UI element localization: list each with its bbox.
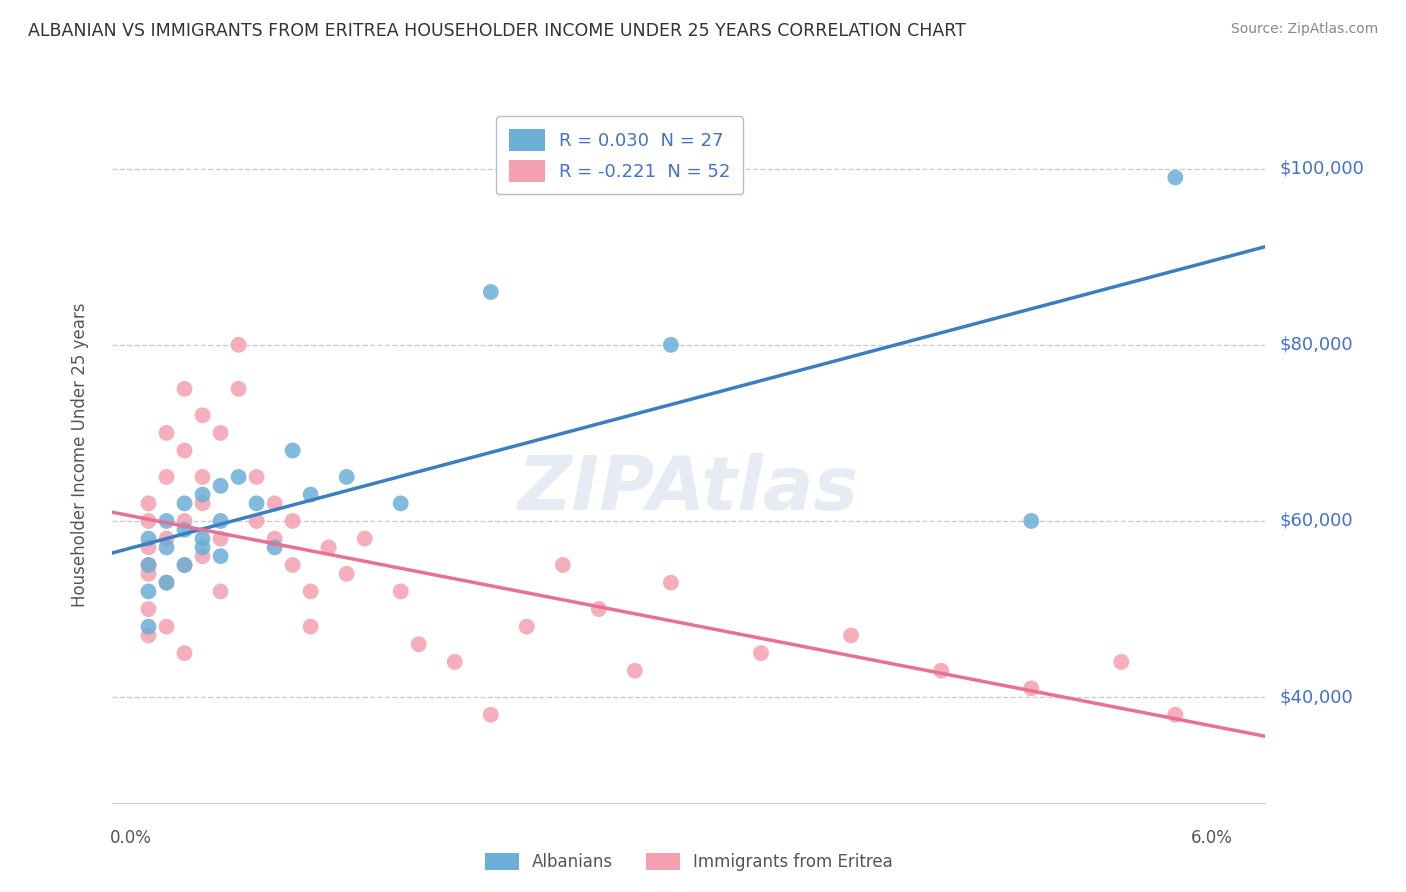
- Point: [389, 496, 412, 510]
- Point: [749, 646, 772, 660]
- Text: $60,000: $60,000: [1279, 512, 1353, 530]
- Point: [191, 409, 214, 423]
- Point: [138, 532, 160, 546]
- Point: [155, 532, 177, 546]
- Point: [263, 496, 285, 510]
- Point: [209, 532, 232, 546]
- Point: [191, 549, 214, 564]
- Point: [138, 602, 160, 616]
- Point: [191, 487, 214, 501]
- Point: [155, 514, 177, 528]
- Point: [155, 470, 177, 484]
- Point: [191, 532, 214, 546]
- Point: [839, 628, 862, 642]
- Point: [138, 558, 160, 572]
- Text: 0.0%: 0.0%: [110, 830, 152, 847]
- Point: [209, 584, 232, 599]
- Text: ALBANIAN VS IMMIGRANTS FROM ERITREA HOUSEHOLDER INCOME UNDER 25 YEARS CORRELATIO: ALBANIAN VS IMMIGRANTS FROM ERITREA HOUS…: [28, 22, 966, 40]
- Point: [389, 584, 412, 599]
- Point: [155, 575, 177, 590]
- Point: [138, 584, 160, 599]
- Point: [209, 549, 232, 564]
- Legend: Albanians, Immigrants from Eritrea: Albanians, Immigrants from Eritrea: [478, 847, 900, 878]
- Point: [1164, 707, 1187, 722]
- Point: [245, 496, 267, 510]
- Point: [263, 541, 285, 555]
- Point: [191, 470, 214, 484]
- Text: $80,000: $80,000: [1279, 335, 1353, 354]
- Point: [299, 620, 322, 634]
- Text: Source: ZipAtlas.com: Source: ZipAtlas.com: [1230, 22, 1378, 37]
- Point: [173, 382, 195, 396]
- Point: [173, 514, 195, 528]
- Point: [408, 637, 430, 651]
- Point: [1164, 170, 1187, 185]
- Point: [659, 338, 682, 352]
- Point: [155, 575, 177, 590]
- Point: [155, 541, 177, 555]
- Point: [173, 523, 195, 537]
- Point: [138, 628, 160, 642]
- Point: [245, 514, 267, 528]
- Point: [479, 285, 502, 299]
- Point: [138, 496, 160, 510]
- Text: ZIPAtlas: ZIPAtlas: [519, 453, 859, 526]
- Point: [138, 558, 160, 572]
- Point: [155, 620, 177, 634]
- Point: [443, 655, 465, 669]
- Point: [281, 558, 304, 572]
- Y-axis label: Householder Income Under 25 years: Householder Income Under 25 years: [70, 302, 89, 607]
- Text: $100,000: $100,000: [1279, 160, 1364, 178]
- Point: [173, 443, 195, 458]
- Point: [281, 514, 304, 528]
- Point: [353, 532, 375, 546]
- Point: [659, 575, 682, 590]
- Point: [299, 487, 322, 501]
- Point: [209, 425, 232, 440]
- Point: [479, 707, 502, 722]
- Point: [173, 558, 195, 572]
- Point: [138, 566, 160, 581]
- Point: [173, 496, 195, 510]
- Point: [516, 620, 538, 634]
- Point: [281, 443, 304, 458]
- Point: [624, 664, 647, 678]
- Point: [318, 541, 340, 555]
- Text: $40,000: $40,000: [1279, 688, 1353, 706]
- Point: [209, 479, 232, 493]
- Point: [1019, 514, 1042, 528]
- Point: [929, 664, 952, 678]
- Point: [138, 620, 160, 634]
- Point: [191, 541, 214, 555]
- Point: [551, 558, 574, 572]
- Point: [228, 382, 250, 396]
- Point: [228, 470, 250, 484]
- Point: [138, 541, 160, 555]
- Point: [1019, 681, 1042, 696]
- Point: [1111, 655, 1133, 669]
- Point: [173, 558, 195, 572]
- Point: [191, 496, 214, 510]
- Point: [336, 566, 359, 581]
- Point: [245, 470, 267, 484]
- Text: 6.0%: 6.0%: [1191, 830, 1232, 847]
- Point: [336, 470, 359, 484]
- Point: [155, 425, 177, 440]
- Point: [138, 514, 160, 528]
- Point: [209, 514, 232, 528]
- Point: [228, 338, 250, 352]
- Point: [299, 584, 322, 599]
- Point: [588, 602, 610, 616]
- Point: [263, 532, 285, 546]
- Point: [173, 646, 195, 660]
